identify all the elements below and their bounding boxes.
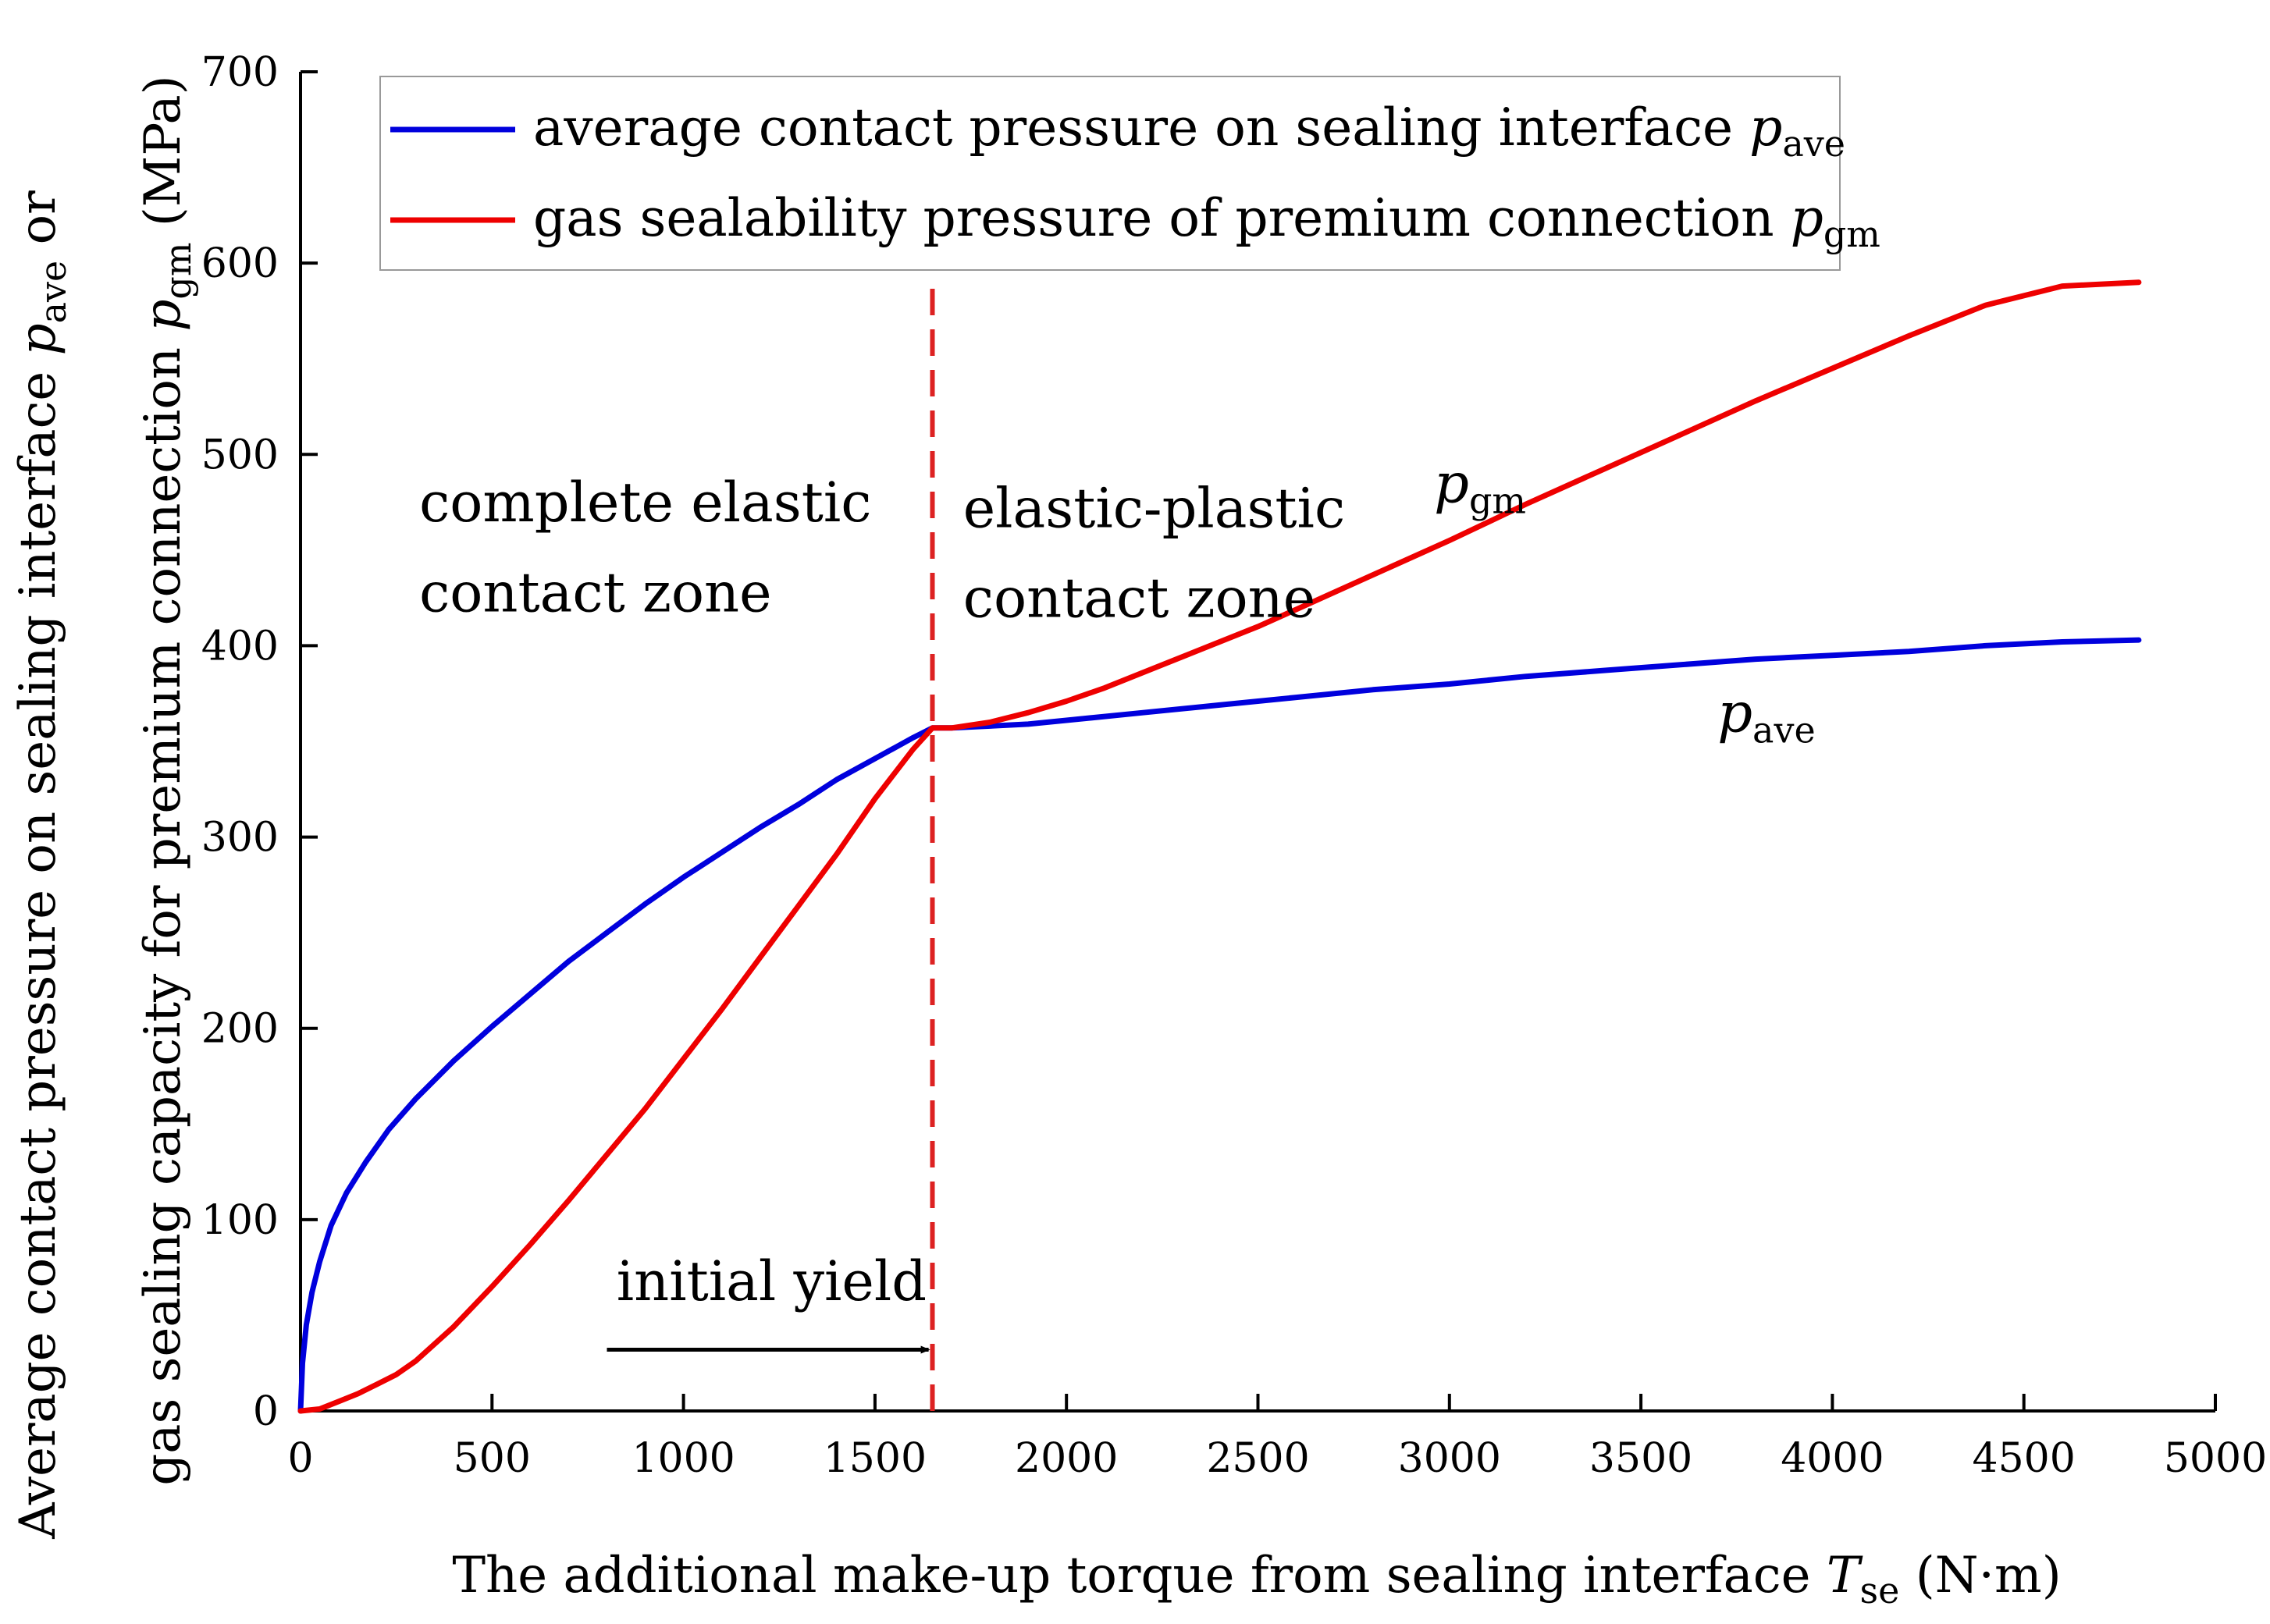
y-axis-label-line1-sub: ave (32, 261, 74, 324)
x-tick-label: 3500 (1589, 1435, 1692, 1482)
x-tick-label: 2500 (1206, 1435, 1309, 1482)
y-tick-label: 200 (201, 1006, 279, 1053)
x-tick-label: 4500 (1973, 1435, 2076, 1482)
annotation-initial-yield: initial yield (617, 1249, 927, 1313)
legend-entry-p-gm-text: gas sealability pressure of premium conn… (533, 188, 1791, 248)
y-tick-label: 300 (201, 815, 279, 862)
annotation-elastic-zone-line2: contact zone (419, 560, 771, 624)
legend-entry-p-gm-var: p (1791, 188, 1823, 248)
legend-entry-p-ave-sub: ave (1782, 123, 1845, 165)
legend-entry-p-ave-text: average contact pressure on sealing inte… (533, 98, 1749, 158)
x-tick-label: 2000 (1015, 1435, 1118, 1482)
annotation-elastic-zone-line1: complete elastic (419, 471, 871, 535)
x-axis-label: The additional make-up torque from seali… (452, 1547, 2061, 1612)
y-axis-label-line2-main: gas sealing capacity for premium connect… (134, 332, 192, 1486)
curve-label-p-ave-sub: ave (1752, 709, 1816, 752)
y-axis-label-line2: gas sealing capacity for premium connect… (134, 75, 199, 1485)
annotation-plastic-zone-line1: elastic-plastic (963, 476, 1345, 540)
legend-entry-p-ave-var: p (1749, 98, 1782, 158)
series-line-p-gm (297, 279, 2142, 1414)
x-axis-label-sub: se (1860, 1569, 1900, 1612)
curve-label-p-ave-var: p (1717, 681, 1752, 745)
x-tick-label: 1500 (824, 1435, 927, 1482)
y-axis-label-line1-main: Average contact pressure on sealing inte… (9, 355, 67, 1539)
x-tick-label: 5000 (2164, 1435, 2267, 1482)
legend-entry-p-gm-sub: gm (1823, 213, 1880, 255)
legend: average contact pressure on sealing inte… (379, 76, 1880, 271)
x-axis-label-unit: (N·m) (1899, 1547, 2061, 1604)
y-tick-label: 0 (253, 1388, 279, 1435)
x-tick-label: 0 (287, 1435, 313, 1482)
y-axis-label-line1: Average contact pressure on sealing inte… (9, 190, 74, 1540)
y-tick-label: 400 (201, 623, 279, 670)
curve-label-p-gm-var: p (1434, 452, 1469, 516)
x-tick-label: 4000 (1781, 1435, 1884, 1482)
y-tick-label: 700 (201, 49, 279, 96)
x-tick-label: 1000 (632, 1435, 735, 1482)
y-axis-label-line2-tail: (MPa) (134, 75, 192, 242)
x-tick-label: 3000 (1398, 1435, 1501, 1482)
x-tick-label: 500 (454, 1435, 531, 1482)
x-ticks: 0 500 1000 1500 2000 2500 3000 3500 4000 4500 5000 (287, 1394, 2267, 1482)
y-axis-label-line2-var: p (134, 300, 192, 332)
y-axis-label-line1-var: p (9, 323, 67, 355)
curve-label-p-gm: pgm (1434, 452, 1526, 522)
y-ticks: 0 100 200 300 400 500 600 700 (201, 49, 318, 1435)
legend-entry-p-gm: gas sealability pressure of premium conn… (533, 188, 1880, 255)
legend-entry-p-ave: average contact pressure on sealing inte… (533, 98, 1845, 165)
series-line-p-ave (297, 637, 2142, 1414)
y-tick-label: 100 (201, 1197, 279, 1244)
legend-box (379, 76, 1841, 271)
y-axis-label-line2-sub: gm (157, 242, 199, 299)
y-tick-label: 600 (201, 240, 279, 287)
curve-label-p-gm-sub: gm (1469, 480, 1526, 522)
y-tick-label: 500 (201, 432, 279, 478)
annotation-plastic-zone-line2: contact zone (963, 567, 1315, 631)
y-axis-label-line1-tail: or (9, 190, 67, 261)
x-axis-label-main: The additional make-up torque from seali… (452, 1547, 1826, 1604)
x-axis-label-var: T (1827, 1547, 1863, 1604)
curve-label-p-ave: pave (1717, 681, 1815, 752)
